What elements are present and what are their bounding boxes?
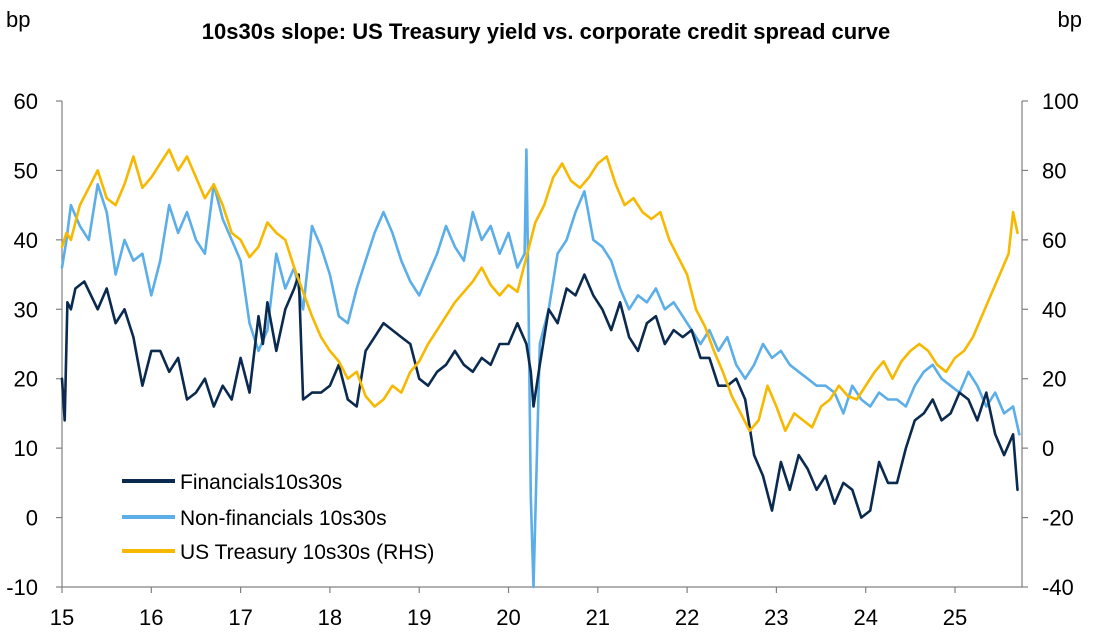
x-tick-label: 21 (586, 605, 610, 630)
x-tick-label: 24 (853, 605, 877, 630)
left-tick-label: -10 (6, 575, 38, 600)
series-line-non-financials (60, 148, 1021, 589)
x-tick-label: 19 (407, 605, 431, 630)
right-axis-ticks: 100 80 60 40 20 0 -20 -40 (1022, 89, 1079, 600)
x-tick-label: 20 (496, 605, 520, 630)
series-layer (60, 148, 1021, 589)
right-tick-label: 20 (1042, 367, 1066, 392)
right-axis-unit: bp (1058, 7, 1082, 32)
x-tick-label: 22 (675, 605, 699, 630)
x-tick-label: 25 (943, 605, 967, 630)
left-axis-unit: bp (6, 7, 30, 32)
right-tick-label: 100 (1042, 89, 1079, 114)
x-tick-label: 23 (764, 605, 788, 630)
left-tick-label: 50 (14, 158, 38, 183)
left-tick-label: 30 (14, 297, 38, 322)
x-tick-label: 15 (50, 605, 74, 630)
right-tick-label: -20 (1042, 506, 1074, 531)
legend-item-financials: Financials10s30s (122, 471, 342, 494)
legend-label: Financials10s30s (180, 471, 342, 494)
right-tick-label: 0 (1042, 436, 1054, 461)
x-axis-ticks: 15 16 17 18 19 20 21 22 23 24 25 (50, 587, 967, 630)
right-tick-label: 40 (1042, 297, 1066, 322)
legend-item-non-financials: Non-financials 10s30s (122, 507, 387, 530)
legend: Financials10s30s Non-financials 10s30s US … (122, 471, 434, 564)
left-tick-label: 60 (14, 89, 38, 114)
chart-title: 10s30s slope: US Treasury yield vs. corp… (202, 19, 890, 44)
legend-label: US Treasury 10s30s (RHS) (180, 541, 434, 564)
x-tick-label: 18 (318, 605, 342, 630)
right-tick-label: 60 (1042, 228, 1066, 253)
left-tick-label: 40 (14, 228, 38, 253)
left-axis-ticks: 60 50 40 30 20 10 0 -10 (6, 89, 62, 600)
series-line-us-treasury (60, 148, 1019, 433)
x-tick-label: 17 (228, 605, 252, 630)
left-tick-label: 20 (14, 367, 38, 392)
right-tick-label: 80 (1042, 158, 1066, 183)
left-tick-label: 10 (14, 436, 38, 461)
right-tick-label: -40 (1042, 575, 1074, 600)
legend-label: Non-financials 10s30s (180, 507, 387, 530)
x-tick-label: 16 (139, 605, 163, 630)
legend-item-us-treasury: US Treasury 10s30s (RHS) (122, 541, 434, 564)
left-tick-label: 0 (26, 506, 38, 531)
series-line-financials (60, 273, 1019, 519)
